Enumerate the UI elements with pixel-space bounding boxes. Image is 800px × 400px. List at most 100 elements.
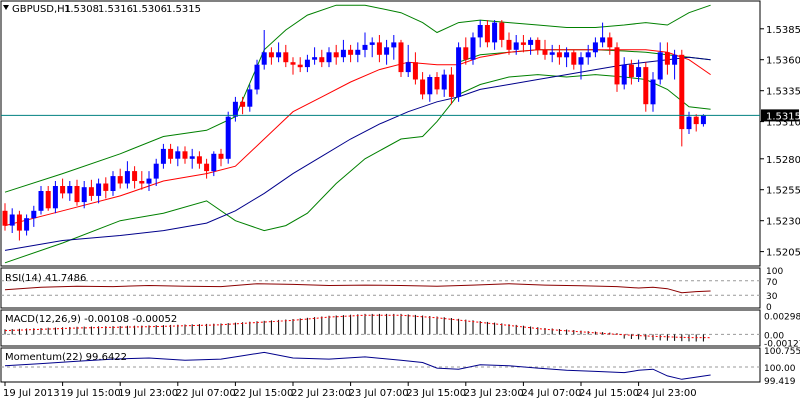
price-panel[interactable]: 1.5385 1.5360 1.5335 1.5310 1.5280 1.5255 1.52…	[0, 0, 800, 267]
time-tick-label: 24 Jul 15:00	[579, 388, 639, 399]
candle-bull	[96, 183, 102, 196]
time-tick-label: 23 Jul 23:00	[464, 388, 524, 399]
candle-bear	[45, 191, 51, 209]
candle-bull	[52, 186, 58, 209]
candle-bull	[276, 52, 282, 58]
momentum-axis: 100.7555 100.00 99.419	[764, 347, 800, 387]
momentum-panel[interactable]: 100.7555 100.00 99.419 Momentum(22) 99.642…	[0, 347, 800, 387]
candle-bull	[700, 115, 706, 125]
candle-bear	[16, 214, 22, 231]
price-tick-label: 1.5255	[766, 186, 800, 197]
rsi-line	[1, 280, 760, 296]
candle-bear	[643, 67, 649, 105]
time-tick-label: 24 Jul 07:00	[521, 388, 581, 399]
candle-bear	[319, 57, 325, 63]
candle-bull	[528, 39, 534, 45]
dropdown-arrow-icon[interactable]	[3, 5, 9, 10]
ohlc-high: 1.5316	[98, 4, 133, 15]
rsi-tick-label: 100	[766, 267, 783, 277]
candle-bull	[160, 148, 166, 164]
candle-bear	[218, 153, 224, 159]
sma-line	[4, 56, 711, 251]
candle-bull	[232, 101, 238, 117]
candle-bear	[434, 77, 440, 90]
time-tick-label: 19 Jul 23:00	[118, 388, 178, 399]
candle-bull	[441, 74, 447, 90]
candle-bull	[470, 37, 476, 60]
momentum-tick-label: 99.419	[764, 377, 796, 387]
candle-bull	[189, 156, 195, 159]
candle-bull	[672, 54, 678, 65]
time-tick-label: 19 Jul 15:00	[61, 388, 121, 399]
candle-bear	[290, 62, 296, 65]
candle-bear	[88, 187, 94, 196]
price-tick-label: 1.5360	[766, 56, 800, 67]
candle-bull	[304, 59, 310, 68]
momentum-line	[1, 351, 760, 380]
candle-bull	[67, 186, 73, 194]
candle-bull	[391, 42, 397, 48]
candle-bull	[585, 52, 591, 58]
candle-bear	[628, 64, 634, 78]
candle-bull	[247, 89, 253, 107]
candle-bear	[693, 116, 699, 125]
time-tick-label: 24 Jul 23:00	[637, 388, 697, 399]
candle-bull	[636, 67, 642, 77]
candle-bull	[657, 52, 663, 80]
time-tick-label: 22 Jul 15:00	[233, 388, 293, 399]
current-price-box	[761, 109, 799, 122]
macd-panel[interactable]: 0.00298 0.00-0.00127 MACD(12,26,9) -0.001…	[0, 309, 800, 350]
candle-bull	[456, 47, 462, 97]
rsi-title: RSI(14) 41.7486	[5, 273, 86, 284]
ema-line	[4, 49, 711, 227]
candle-bear	[204, 163, 210, 172]
candle-bear	[484, 25, 490, 43]
candle-bear	[268, 52, 274, 58]
candle-bear	[535, 39, 541, 50]
candle-bear	[103, 183, 109, 191]
candle-bull	[31, 210, 37, 219]
macd-axis: 0.00298 0.00-0.00127	[764, 312, 800, 349]
candle-bull	[124, 171, 130, 184]
price-panel-frame	[0, 0, 761, 267]
candle-bull	[38, 191, 44, 211]
candle-bear	[614, 47, 620, 85]
price-tick-label: 1.5230	[766, 217, 800, 228]
macd-panel-frame	[0, 309, 761, 347]
candle-bear	[132, 171, 138, 181]
price-tick-label: 1.5280	[766, 155, 800, 166]
price-tick-label: 1.5310	[766, 118, 800, 129]
candle-bull	[549, 52, 555, 55]
candle-bear	[420, 79, 426, 95]
candle-bear	[398, 42, 404, 73]
rsi-tick-label: 0	[766, 303, 772, 313]
momentum-title: Momentum(22) 99.6422	[5, 352, 127, 363]
candle-bear	[679, 54, 685, 130]
candle-bull	[384, 47, 390, 55]
candle-bull	[24, 218, 30, 231]
candle-bull	[110, 176, 116, 191]
rsi-tick-label: 70	[766, 278, 778, 288]
candle-bull	[340, 49, 346, 58]
current-price-label: 1.5315	[766, 111, 800, 122]
price-tick-label: 1.5385	[766, 25, 800, 36]
candle-bull	[513, 42, 519, 50]
candle-bull	[211, 153, 217, 172]
rsi-panel-frame	[0, 267, 761, 309]
candle-bull	[592, 42, 598, 53]
candle-bull	[477, 25, 483, 38]
candle-bull	[369, 42, 375, 45]
candle-bear	[283, 52, 289, 63]
candle-bear	[2, 210, 8, 226]
candle-bull	[492, 22, 498, 43]
upper-band-line	[4, 4, 711, 193]
candle-bull	[153, 163, 159, 179]
candle-bear	[348, 49, 354, 55]
candle-bear	[60, 186, 66, 194]
candle-bear	[499, 22, 505, 40]
candle-bear	[297, 64, 303, 68]
